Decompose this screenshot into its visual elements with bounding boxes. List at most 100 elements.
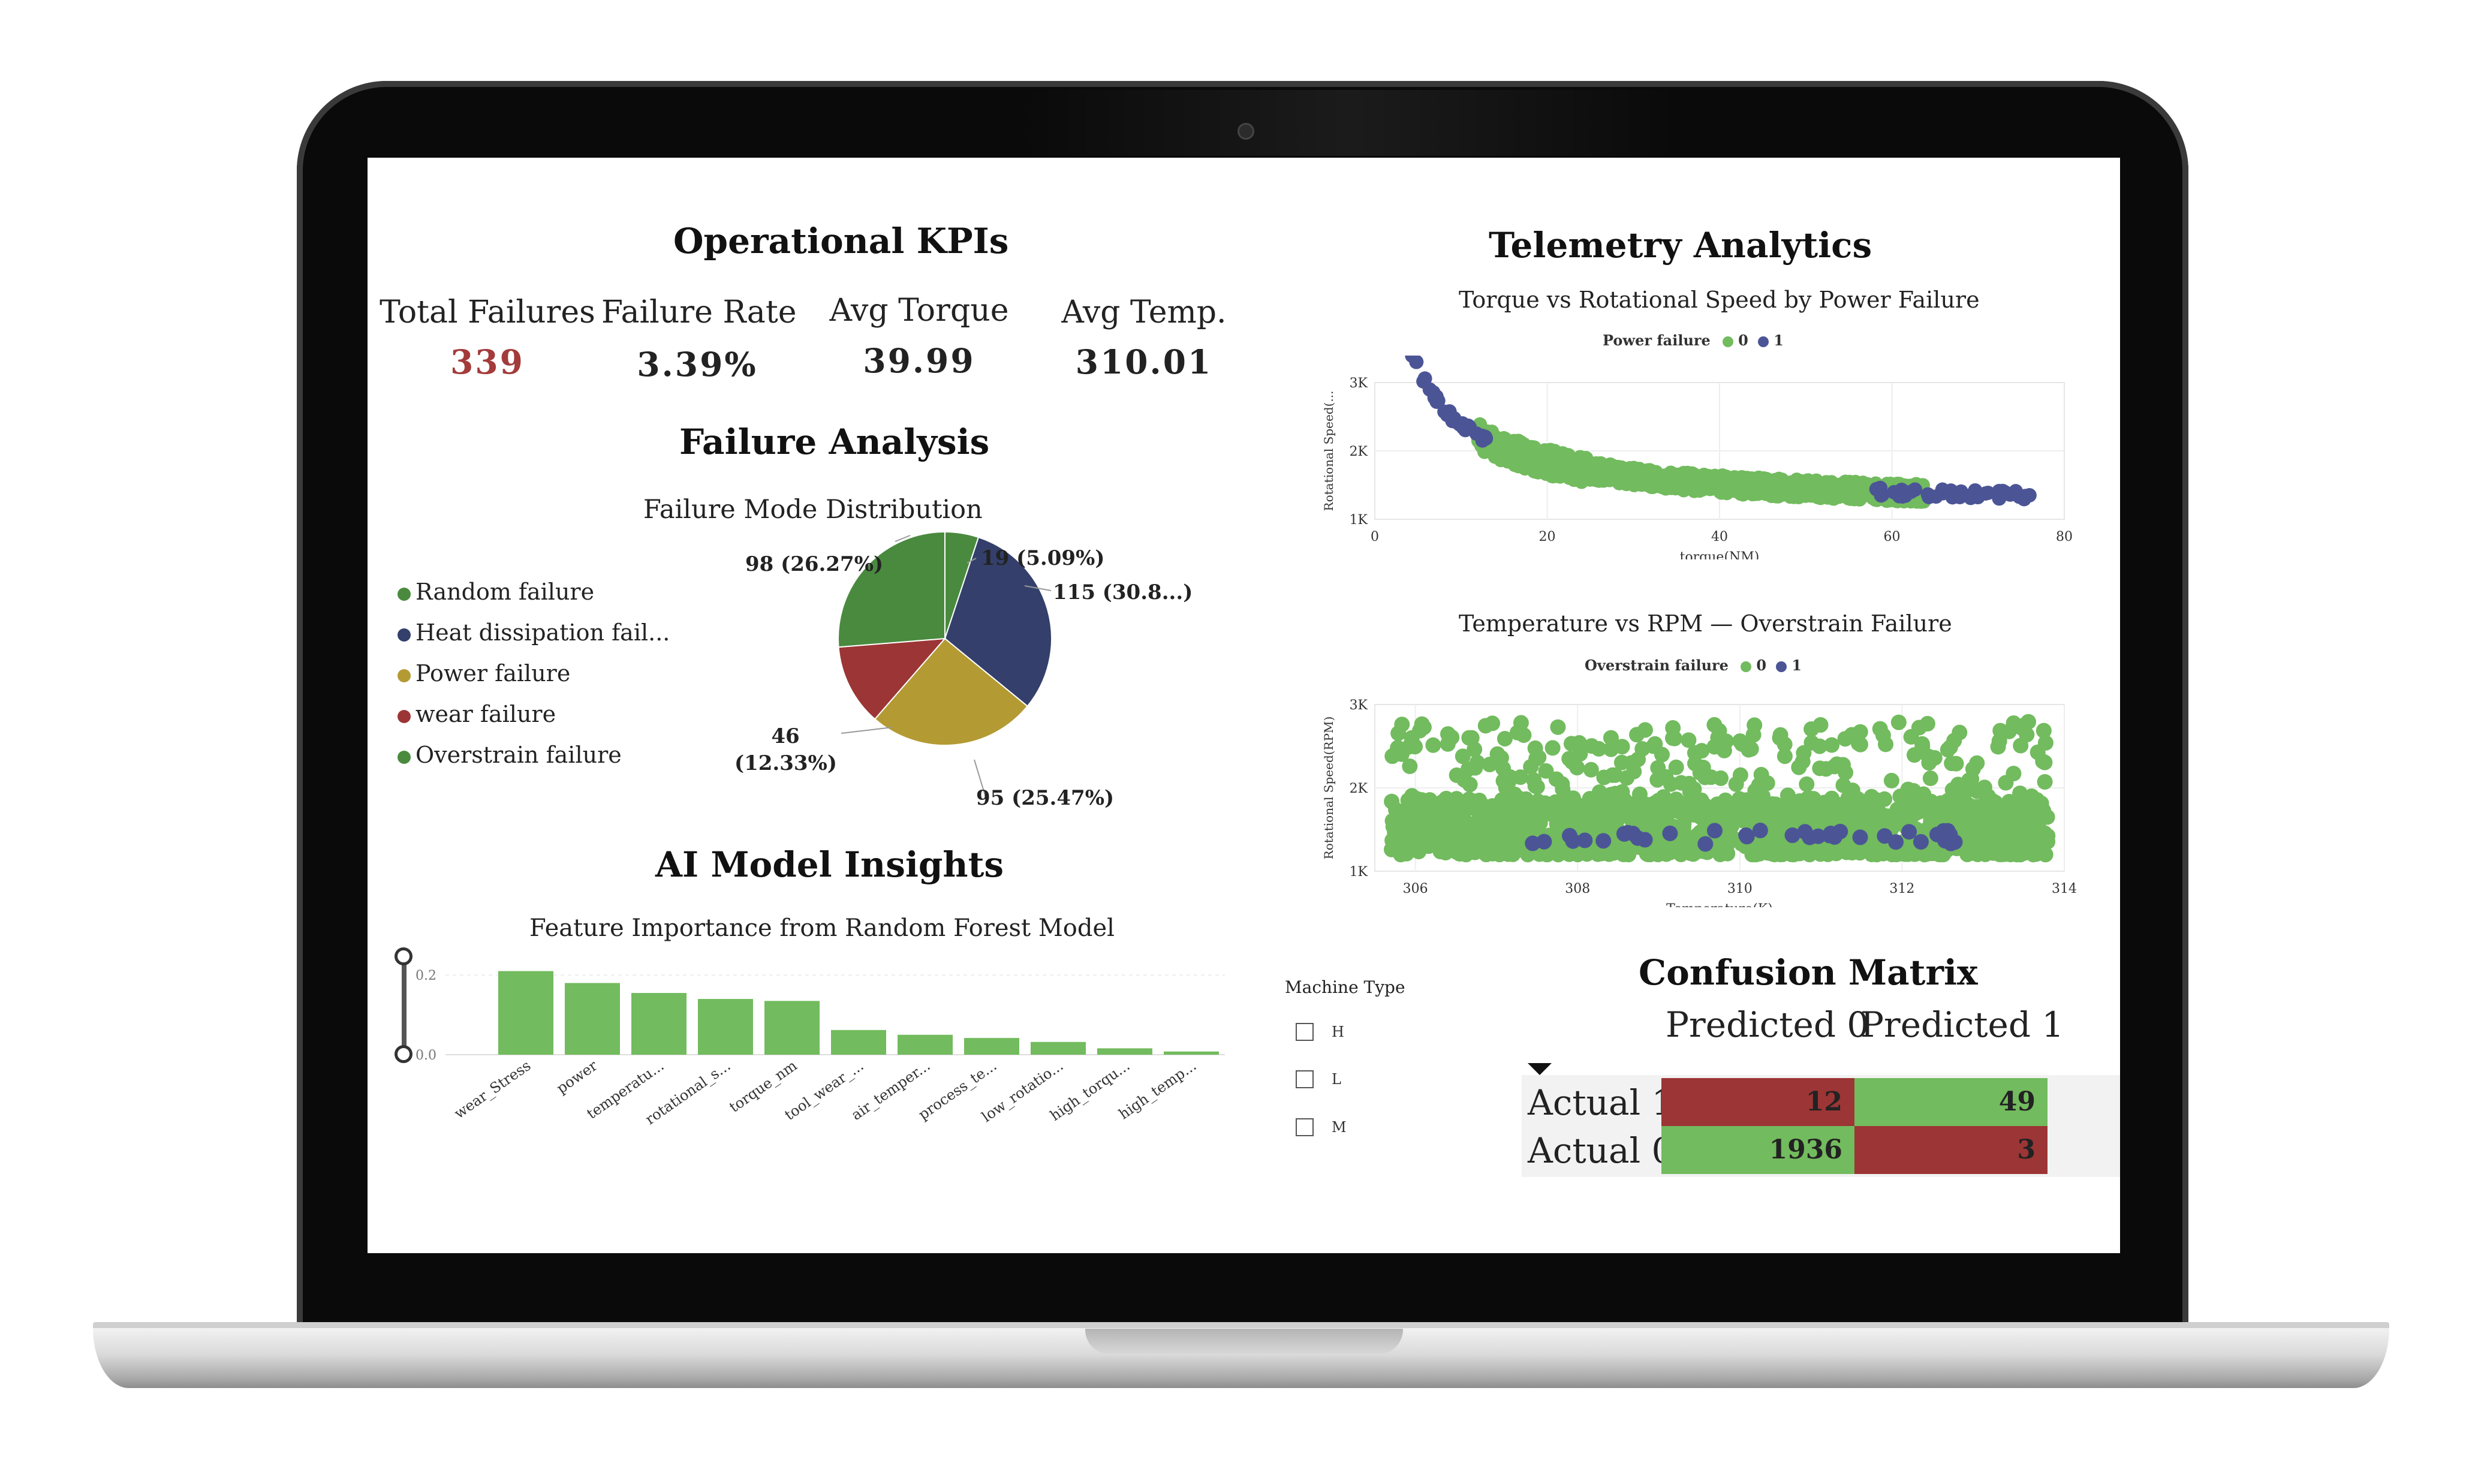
scatter-point [1550, 847, 1566, 863]
bezel-reflection [1019, 90, 1679, 156]
scatter-point [1706, 823, 1723, 839]
scatter-point [1595, 833, 1612, 849]
scatter-point [1497, 431, 1511, 445]
legend-dot [1741, 661, 1752, 672]
scatter-point [1958, 811, 1974, 827]
bar [698, 999, 753, 1055]
scatter-point [1616, 826, 1632, 842]
scatter-point [1711, 723, 1727, 739]
scatter-point [1913, 834, 1929, 850]
scatter-point [1769, 488, 1784, 503]
scatter-point [1743, 741, 1759, 757]
scatter-point [1402, 758, 1418, 775]
xtick-label: 40 [1711, 529, 1728, 544]
scatter-point [1448, 806, 1464, 823]
machine-type-l-label: L [1332, 1071, 1341, 1088]
bar [898, 1034, 953, 1055]
legend-dot [398, 587, 411, 601]
scatter-point [1821, 827, 1838, 844]
scatter-point [1538, 763, 1554, 779]
scatter-point [1562, 827, 1578, 844]
scatter-point [1538, 805, 1554, 821]
sort-arrow-icon[interactable] [1528, 1063, 1552, 1075]
scatter1-legend-title: Power failure [1603, 332, 1711, 349]
legend-item-heat[interactable]: Heat dissipation fail... [398, 619, 670, 646]
scatter-point [1452, 417, 1467, 432]
xtick-label: 0 [1371, 529, 1379, 544]
scatter-point [1437, 793, 1453, 809]
bar [1097, 1048, 1152, 1055]
legend-item-random[interactable]: Random failure [398, 579, 594, 605]
scatter-point [1612, 799, 1628, 815]
scatter-point [1969, 755, 1985, 771]
scatter-point [1944, 755, 1960, 772]
scatter-point [1906, 747, 1922, 763]
scatter-point [2001, 794, 2017, 810]
kpi-value-avg-torque: 39.99 [863, 341, 975, 380]
col-header-predicted-1: Predicted 1 [1860, 1004, 2064, 1045]
legend-item-wear[interactable]: wear failure [398, 701, 556, 727]
scatter-point [1747, 717, 1763, 733]
scatter-point [1812, 717, 1829, 733]
kpi-value-failure-rate: 3.39% [637, 345, 758, 384]
legend-item-overstrain[interactable]: Overstrain failure [398, 742, 622, 768]
scatter-point [1888, 834, 1904, 850]
scatter-point [1526, 806, 1542, 823]
machine-type-h-checkbox[interactable] [1296, 1023, 1314, 1041]
xtick-label: 312 [1889, 881, 1914, 896]
legend-item-power[interactable]: Power failure [398, 660, 570, 687]
scatter-point [1548, 451, 1563, 466]
telemetry-title: Telemetry Analytics [1489, 225, 1872, 266]
confusion-matrix-title: Confusion Matrix [1639, 952, 1978, 993]
scatter-point [1980, 485, 1995, 500]
scatter-point [1974, 808, 1990, 824]
xtick-label: 314 [2052, 881, 2077, 896]
bar-chart-title: Feature Importance from Random Forest Mo… [529, 914, 1115, 942]
legend-dot [1723, 336, 1734, 347]
scatter-point [1793, 483, 1808, 498]
pie-slice [838, 637, 947, 720]
pie-slice [838, 531, 946, 648]
ytick-label: 2K [1350, 444, 1368, 459]
scatter-point [1991, 733, 2007, 749]
cm-cell-a0-p0: 1936 [1661, 1126, 1854, 1174]
cm-cell-a1-p1: 49 [1854, 1078, 2048, 1126]
range-slider-track[interactable] [402, 959, 407, 1055]
scatter-point [1998, 775, 2014, 791]
series-0-points [1471, 417, 1933, 509]
range-slider-handle-top[interactable] [395, 947, 412, 965]
scatter-point [1462, 776, 1478, 793]
scatter-point [1494, 453, 1509, 468]
xtick-label: 306 [1403, 881, 1428, 896]
scatter-point [1868, 793, 1884, 809]
range-slider-handle-bottom[interactable] [395, 1045, 412, 1063]
bar [1031, 1041, 1086, 1055]
series-1-points [1405, 356, 2037, 507]
scatter-point [1676, 815, 1692, 832]
bar-ytick: 0.2 [415, 968, 436, 983]
scatter-point [1903, 729, 1919, 745]
pie-slice [944, 536, 1052, 708]
scatter-point [1663, 776, 1679, 792]
scatter-point [1447, 826, 1463, 842]
xtick-label: 308 [1565, 881, 1590, 896]
machine-type-m-checkbox[interactable] [1296, 1118, 1314, 1136]
scatter-point [2007, 829, 2024, 845]
machine-type-l-checkbox[interactable] [1296, 1070, 1314, 1088]
scatter-point [1539, 847, 1555, 863]
pie-label-power: 95 (25.47%) [976, 786, 1115, 810]
row-header-actual-1: Actual 1 [1528, 1082, 1674, 1123]
scatter-point [1585, 460, 1600, 475]
scatter-point [1529, 779, 1545, 795]
scatter-point [1614, 739, 1630, 755]
failure-mode-pie-chart [838, 531, 1052, 800]
scatter-point [1607, 785, 1624, 802]
row-header-actual-0: Actual 0 [1528, 1130, 1674, 1171]
scatter-point [1505, 846, 1521, 862]
scatter-point [1495, 760, 1511, 776]
scatter-point [1869, 813, 1886, 829]
scatter-point [1483, 820, 1499, 836]
scatter-point [1467, 797, 1483, 814]
scatter-point [1637, 722, 1653, 738]
scatter-point [1824, 737, 1840, 753]
